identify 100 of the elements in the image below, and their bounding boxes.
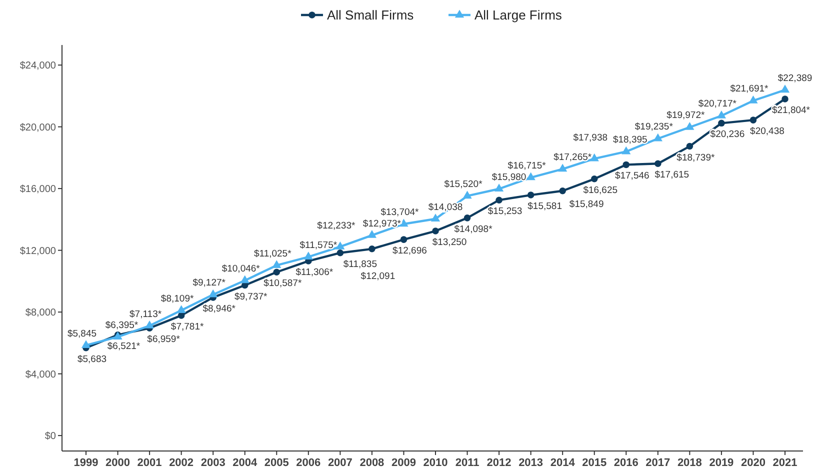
point xyxy=(367,230,377,238)
point xyxy=(462,190,472,199)
data-label: $17,546 xyxy=(614,170,650,182)
data-label: $10,046* xyxy=(222,263,260,274)
y-tick-label: $4,000 xyxy=(25,369,56,380)
data-label: $12,973* xyxy=(362,218,402,230)
point xyxy=(622,161,630,168)
point xyxy=(526,172,536,180)
point xyxy=(590,176,598,182)
point xyxy=(496,196,502,204)
x-tick-label: 2017 xyxy=(646,457,670,469)
data-label: $18,395 xyxy=(612,134,648,146)
data-label: $16,715* xyxy=(508,160,546,172)
point xyxy=(400,236,408,243)
data-label: $20,438 xyxy=(750,126,784,138)
x-tick-label: 2008 xyxy=(360,457,384,469)
data-label: $5,683 xyxy=(77,354,107,365)
x-tick-label: 2014 xyxy=(550,457,576,469)
data-label: $18,739* xyxy=(676,152,715,164)
x-tick-label: 2018 xyxy=(677,457,702,469)
point xyxy=(272,260,282,268)
data-label: $19,235* xyxy=(634,122,674,133)
point xyxy=(527,192,534,198)
data-label: $6,959* xyxy=(147,334,180,346)
data-label: $6,395* xyxy=(105,320,138,331)
y-tick-label: $0 xyxy=(44,431,56,442)
data-label: $9,737* xyxy=(234,291,268,302)
data-label: $8,946* xyxy=(202,303,236,314)
y-tick-label: $12,000 xyxy=(20,246,56,257)
x-tick-label: 2004 xyxy=(232,457,258,469)
x-tick-label: 2006 xyxy=(296,457,321,469)
point xyxy=(432,228,439,234)
data-label: $5,845 xyxy=(67,328,97,340)
x-tick-label: 2011 xyxy=(455,457,480,469)
x-tick-label: 2012 xyxy=(486,457,512,469)
point xyxy=(782,96,788,102)
point xyxy=(622,146,631,154)
y-tick-label: $24,000 xyxy=(20,60,56,72)
point xyxy=(748,95,758,104)
data-label: $14,098* xyxy=(454,224,493,235)
point xyxy=(750,116,757,124)
data-label: $7,113* xyxy=(130,308,162,320)
x-tick-label: 2007 xyxy=(328,457,352,469)
point xyxy=(273,268,280,276)
point xyxy=(208,289,218,298)
point xyxy=(304,252,313,260)
x-tick-label: 1999 xyxy=(74,457,98,469)
x-tick-label: 2002 xyxy=(169,457,194,469)
data-label: $17,615 xyxy=(654,170,690,181)
data-label: $15,520* xyxy=(444,178,483,190)
point xyxy=(716,110,726,118)
data-label: $11,306* xyxy=(296,267,334,278)
data-label: $15,253 xyxy=(488,206,522,218)
x-tick-label: 2015 xyxy=(582,457,607,469)
point xyxy=(494,184,504,192)
point xyxy=(718,120,725,127)
data-label: $19,972* xyxy=(666,110,705,122)
x-tick-label: 2019 xyxy=(709,457,734,469)
data-label: $11,835 xyxy=(343,258,377,270)
data-label: $15,581 xyxy=(528,201,562,212)
point xyxy=(368,246,376,252)
data-label: $16,625 xyxy=(583,184,618,196)
data-label: $9,127* xyxy=(192,278,226,289)
point xyxy=(464,214,471,222)
y-tick-label: $16,000 xyxy=(20,184,56,196)
data-label: $21,691* xyxy=(730,84,769,95)
x-tick-label: 2013 xyxy=(518,457,544,469)
point xyxy=(686,142,694,150)
x-tick-label: 2020 xyxy=(740,457,766,469)
data-label: $21,804* xyxy=(772,104,810,116)
legend-label: All Small Firms xyxy=(327,8,414,22)
data-label: $12,696 xyxy=(392,246,427,257)
point xyxy=(559,188,566,194)
x-tick-label: 2003 xyxy=(200,457,226,469)
data-label: $11,025* xyxy=(254,248,292,260)
point xyxy=(654,160,662,168)
data-label: $15,849 xyxy=(569,198,604,210)
data-label: $13,704* xyxy=(380,207,420,218)
data-label: $11,575* xyxy=(300,240,338,251)
x-tick-label: 2005 xyxy=(264,457,289,469)
data-label: $20,236 xyxy=(710,129,745,140)
data-label: $12,091 xyxy=(360,270,396,282)
point xyxy=(81,340,91,348)
data-label: $13,250 xyxy=(432,237,467,248)
point xyxy=(653,133,662,142)
data-label: $15,980 xyxy=(492,172,526,183)
point xyxy=(780,84,790,93)
data-label: $6,521* xyxy=(107,340,140,352)
point xyxy=(144,320,154,328)
data-label: $22,389 xyxy=(778,72,812,84)
data-label: $10,587* xyxy=(264,278,302,290)
data-label: $17,265* xyxy=(554,152,592,164)
y-tick-label: $8,000 xyxy=(25,308,56,319)
x-tick-label: 2010 xyxy=(423,457,448,469)
x-tick-label: 2009 xyxy=(391,457,416,469)
x-tick-label: 2001 xyxy=(137,457,162,469)
data-label: $7,781* xyxy=(170,321,204,332)
data-label: $20,717* xyxy=(698,98,737,110)
point xyxy=(558,164,568,172)
x-tick-label: 2016 xyxy=(614,457,638,469)
